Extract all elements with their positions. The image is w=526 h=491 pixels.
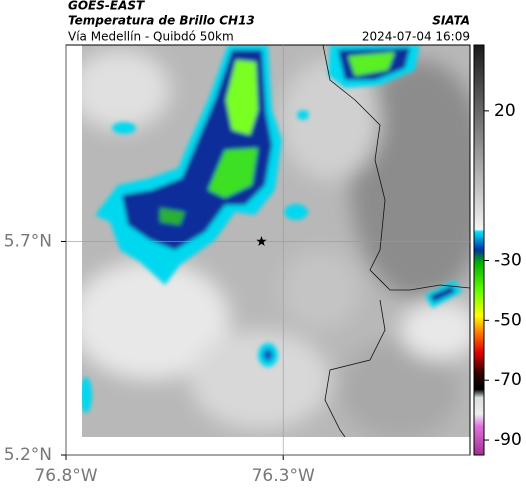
colorbar	[473, 44, 485, 456]
colorbar-tick-label: -90	[494, 430, 522, 450]
colorbar-tick-label: -70	[494, 370, 522, 390]
satellite-image	[82, 45, 470, 437]
timestamp: 2024-07-04 16:09	[362, 30, 470, 44]
subtitle: Vía Medellín - Quibdó 50km	[68, 30, 234, 44]
location-marker	[256, 236, 267, 246]
boundary-line	[322, 45, 470, 437]
y-tick-label: 5.2°N	[4, 445, 52, 465]
source: GOES-EAST	[68, 0, 145, 13]
x-tick-label: 76.8°W	[34, 466, 97, 486]
colorbar-tick-label: -30	[494, 250, 522, 270]
colorbar-tick-label: 20	[494, 101, 516, 121]
x-tick-label: 76.3°W	[252, 466, 315, 486]
y-tick-label: 5.7°N	[4, 231, 52, 251]
brand: SIATA	[432, 14, 470, 28]
title: Temperatura de Brillo CH13	[68, 14, 255, 28]
colorbar-tick-label: -50	[494, 310, 522, 330]
